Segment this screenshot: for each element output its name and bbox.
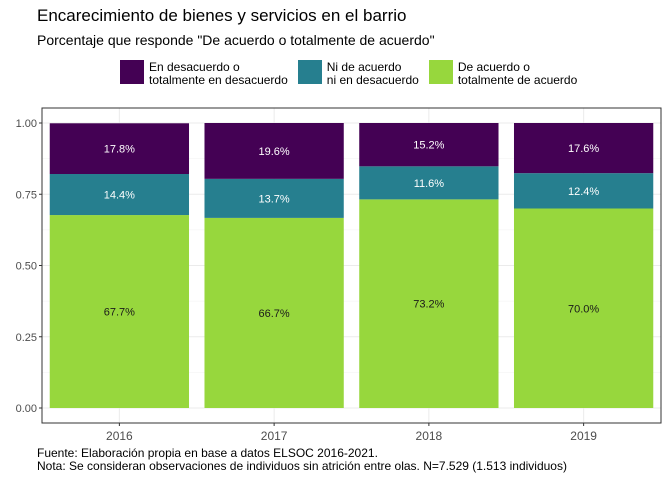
caption-note: Nota: Se consideran observaciones de ind…: [37, 459, 567, 473]
legend-item-acuerdo: De acuerdo o totalmente de acuerdo: [428, 60, 578, 87]
data-label: 14.4%: [104, 190, 135, 202]
data-label: 67.7%: [104, 307, 135, 319]
legend-item-neutral: Ni de acuerdo ni en desacuerdo: [297, 60, 419, 87]
data-label: 66.7%: [259, 308, 290, 320]
x-tick-label: 2016: [106, 429, 133, 443]
x-tick-label: 2019: [570, 429, 597, 443]
data-label: 17.8%: [104, 144, 135, 156]
data-label: 11.6%: [414, 178, 445, 190]
bar-segment: [513, 123, 654, 174]
legend-item-desacuerdo: En desacuerdo o totalmente en desacuerdo: [120, 60, 288, 87]
bar-segment: [359, 123, 499, 167]
y-tick-label: 0.00: [16, 403, 37, 415]
caption-source: Fuente: Elaboración propia en base a dat…: [37, 446, 378, 460]
data-label: 73.2%: [413, 299, 444, 311]
bar-segment: [49, 215, 190, 408]
data-label: 70.0%: [568, 303, 599, 315]
legend-label-desacuerdo: En desacuerdo o totalmente en desacuerdo: [149, 60, 288, 87]
legend-swatch-desacuerdo: [120, 60, 144, 84]
legend-label-acuerdo: De acuerdo o totalmente de acuerdo: [457, 60, 578, 87]
bar-segment: [49, 123, 190, 175]
data-label: 13.7%: [259, 193, 290, 205]
legend: En desacuerdo o totalmente en desacuerdo…: [120, 60, 587, 87]
y-tick-label: 1.00: [16, 118, 37, 130]
bar-segment: [204, 123, 344, 179]
bar-segment: [204, 178, 344, 218]
data-label: 12.4%: [568, 186, 599, 198]
chart-title: Encarecimiento de bienes y servicios en …: [37, 6, 407, 25]
bar-segment: [359, 199, 499, 408]
data-label: 19.6%: [259, 146, 290, 158]
data-label: 17.6%: [568, 143, 599, 155]
x-tick-label: 2018: [416, 429, 443, 443]
y-tick-label: 0.25: [16, 332, 37, 344]
legend-swatch-neutral: [297, 60, 322, 84]
legend-swatch-acuerdo: [428, 60, 453, 84]
bar-segment: [359, 166, 499, 200]
bar-segment: [513, 173, 654, 209]
x-tick-label: 2017: [261, 429, 288, 443]
y-tick-label: 0.75: [16, 189, 37, 201]
bar-segment: [204, 217, 344, 408]
legend-label-neutral: Ni de acuerdo ni en desacuerdo: [326, 60, 419, 87]
data-label: 15.2%: [413, 140, 444, 152]
y-tick-label: 0.50: [16, 261, 37, 273]
chart-subtitle: Porcentaje que responde "De acuerdo o to…: [37, 32, 435, 48]
bar-segment: [49, 174, 190, 216]
bar-segment: [513, 208, 654, 408]
